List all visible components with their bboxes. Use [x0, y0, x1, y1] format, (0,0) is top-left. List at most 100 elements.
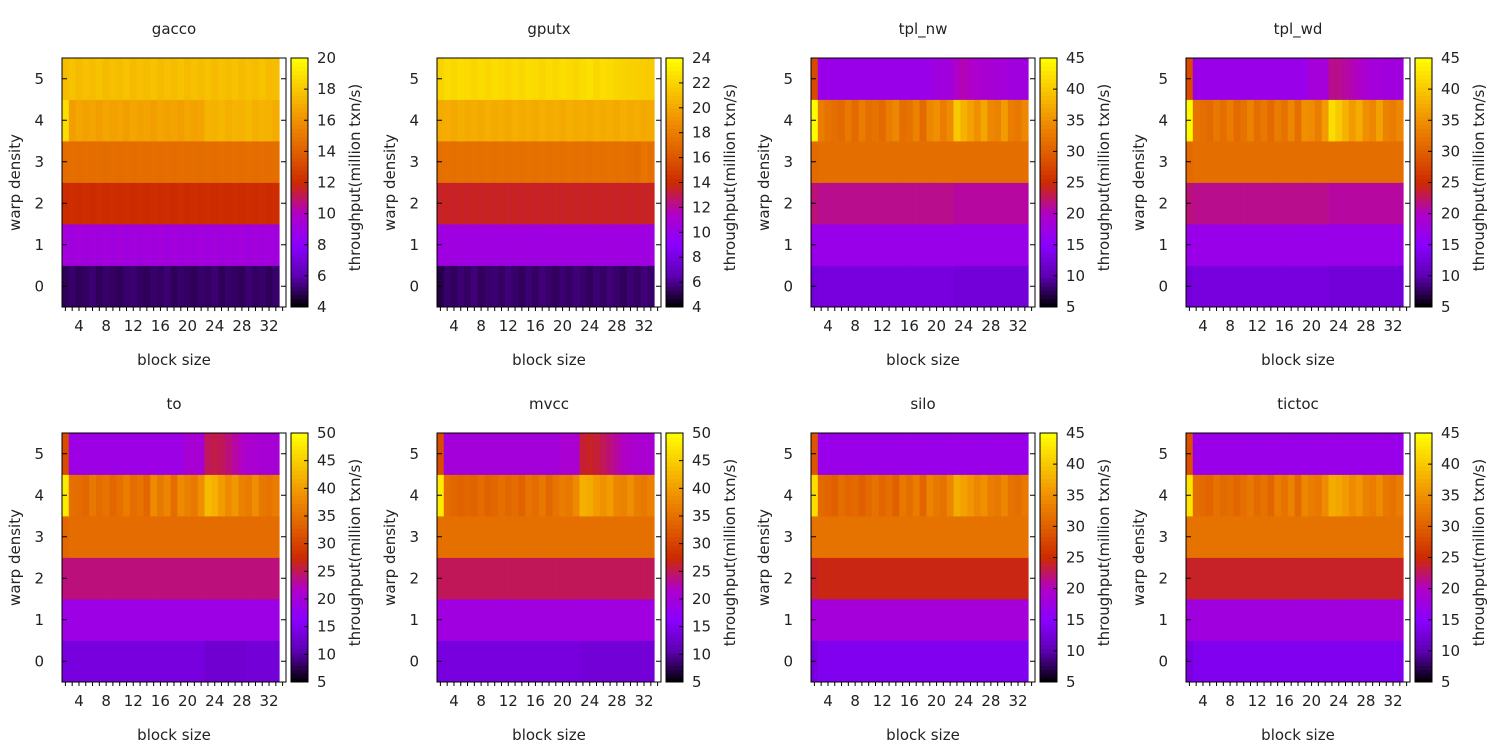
colorbar-segment	[1415, 232, 1432, 237]
heat-cell	[136, 224, 144, 266]
heat-cell	[211, 99, 219, 142]
colorbar-segment	[291, 520, 308, 525]
heat-cell	[1355, 141, 1363, 183]
heat-cell	[245, 58, 253, 100]
heat-cell	[572, 265, 580, 308]
x-axis-label: block size	[512, 351, 586, 369]
heat-cell	[579, 557, 587, 600]
colorbar-segment	[666, 437, 683, 442]
heat-cell	[953, 182, 961, 225]
heat-cell	[1274, 433, 1282, 475]
x-axis-label: block size	[1261, 351, 1335, 369]
heat-cell	[197, 99, 205, 142]
colorbar-segment	[666, 224, 683, 229]
heat-cell	[565, 224, 574, 266]
heat-cell	[1301, 99, 1309, 142]
heat-cell	[245, 224, 253, 266]
colorbar-segment	[291, 132, 308, 138]
heat-cell	[973, 141, 982, 183]
heat-cell	[593, 640, 601, 683]
colorbar-segment	[291, 470, 308, 475]
heat-cell	[443, 433, 451, 475]
colorbar-segment	[1415, 182, 1432, 188]
heat-cell	[599, 224, 608, 266]
heat-cell	[906, 599, 914, 641]
heat-cell	[1396, 224, 1404, 266]
colorbar-segment	[666, 462, 683, 467]
heat-cell	[960, 265, 968, 308]
heat-cell	[204, 640, 212, 683]
heat-cell	[1226, 58, 1234, 100]
heat-cell	[1253, 557, 1262, 600]
x-tick-label: 4	[823, 692, 833, 710]
heat-cell	[967, 516, 975, 558]
heat-cell	[109, 557, 117, 600]
colorbar-segment	[1415, 165, 1432, 171]
heat-cell	[95, 99, 104, 142]
heat-cell	[885, 557, 893, 600]
heat-cell	[211, 141, 219, 183]
heat-cell	[1199, 516, 1207, 558]
heat-cell	[640, 474, 648, 517]
heat-cell	[899, 182, 907, 225]
heat-cell	[238, 141, 246, 183]
colorbar-segment	[1040, 491, 1057, 496]
heat-cell	[994, 224, 1002, 266]
heat-cell	[1021, 516, 1029, 558]
heat-cell	[129, 265, 138, 308]
colorbar-segment	[1040, 232, 1057, 237]
heat-cell	[231, 182, 239, 225]
heat-cell	[1369, 182, 1377, 225]
heat-cell	[1308, 265, 1316, 308]
chart-title: silo	[910, 395, 935, 413]
heat-cell	[844, 182, 853, 225]
heat-cell	[1382, 58, 1391, 100]
colorbar-segment	[1415, 582, 1432, 588]
heat-cell	[865, 99, 873, 142]
colorbar-segment	[1040, 495, 1057, 500]
heat-cell	[831, 99, 839, 142]
heat-cell	[1192, 599, 1200, 641]
x-tick-label: 20	[1302, 317, 1321, 335]
x-tick-label: 12	[499, 692, 518, 710]
colorbar-segment	[291, 141, 308, 146]
heat-cell	[532, 99, 540, 142]
heat-cell	[1213, 474, 1221, 517]
heat-cell	[1219, 224, 1228, 266]
heat-cell	[858, 58, 866, 100]
heat-cell	[1328, 265, 1336, 308]
heat-cell	[1281, 182, 1289, 225]
heat-cell	[1376, 224, 1384, 266]
heat-cell	[450, 58, 458, 100]
colorbar-tick-label: 10	[1441, 642, 1460, 660]
colorbar-segment	[291, 536, 308, 542]
colorbar-segment	[291, 58, 308, 63]
heat-cell	[851, 141, 859, 183]
y-tick-label: 3	[783, 528, 793, 546]
heat-cell	[157, 474, 165, 517]
colorbar-segment	[291, 232, 308, 237]
heat-cell	[1335, 99, 1343, 142]
colorbar-segment	[666, 453, 683, 459]
heat-cell	[1321, 557, 1329, 600]
heat-cell	[552, 557, 560, 600]
colorbar-segment	[291, 82, 308, 88]
heat-cell	[1342, 557, 1350, 600]
heat-cell	[1206, 640, 1214, 683]
colorbar-segment	[1040, 282, 1057, 287]
colorbar-segment	[666, 149, 683, 154]
heat-cell	[116, 433, 124, 475]
heat-cell	[906, 141, 914, 183]
heat-cell	[89, 182, 97, 225]
heat-cell	[620, 557, 628, 600]
heat-cell	[457, 265, 465, 308]
heat-cell	[518, 182, 526, 225]
heat-cell	[565, 599, 574, 641]
colorbar-segment	[291, 549, 308, 554]
colorbar-tick-label: 30	[317, 535, 336, 553]
heat-cell	[197, 58, 205, 100]
heat-cell	[150, 58, 158, 100]
heat-cell	[817, 182, 825, 225]
heat-cell	[457, 640, 465, 683]
colorbar-segment	[666, 474, 683, 480]
